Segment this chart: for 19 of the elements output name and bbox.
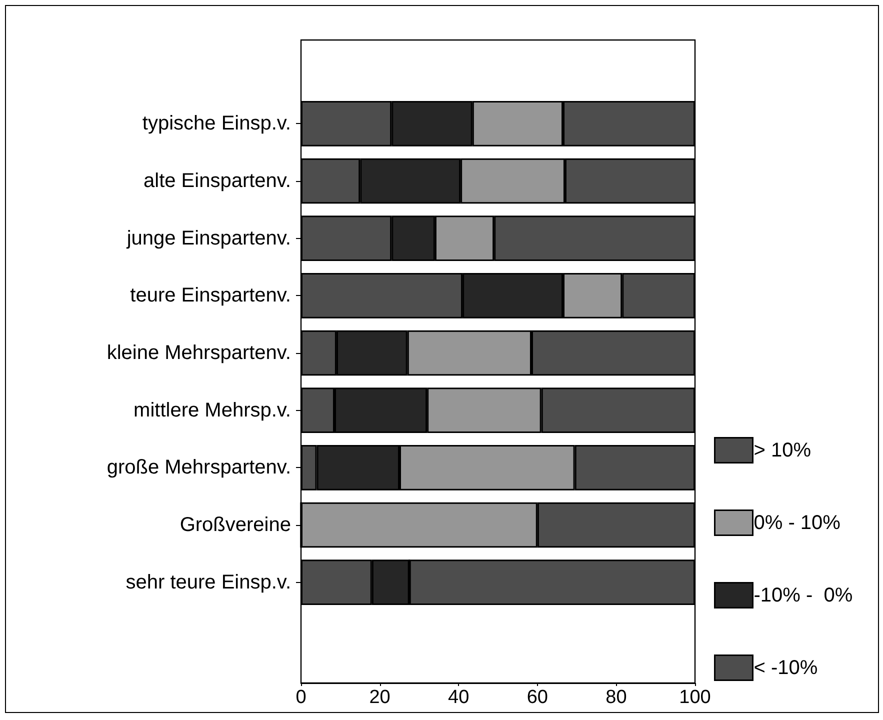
y-tick-label: teure Einspartenv. <box>130 284 291 307</box>
y-tick-label: mittlere Mehrsp.v. <box>134 399 291 422</box>
y-tick-label: sehr teure Einsp.v. <box>126 571 291 594</box>
legend-label: 0% - 10% <box>754 512 841 534</box>
x-tick-label: 60 <box>526 687 548 708</box>
y-tick-label: kleine Mehrspartenv. <box>106 342 291 364</box>
x-tick-label: 20 <box>369 687 390 708</box>
legend-label: > 10% <box>754 439 812 462</box>
legend-label: -10% - 0% <box>754 584 853 606</box>
y-tick-label: typische Einsp.v. <box>142 112 291 135</box>
y-tick-label: große Mehrspartenv. <box>106 456 291 479</box>
x-tick-label: 0 <box>296 687 306 708</box>
x-tick-label: 80 <box>606 687 627 708</box>
y-tick-label: Großvereine <box>180 514 291 536</box>
legend-label: < -10% <box>754 656 818 679</box>
x-tick-label: 100 <box>679 687 711 708</box>
y-tick-label: alte Einspartenv. <box>144 170 291 192</box>
x-tick-label: 40 <box>448 687 470 708</box>
y-tick-label: junge Einspartenv. <box>126 227 291 250</box>
